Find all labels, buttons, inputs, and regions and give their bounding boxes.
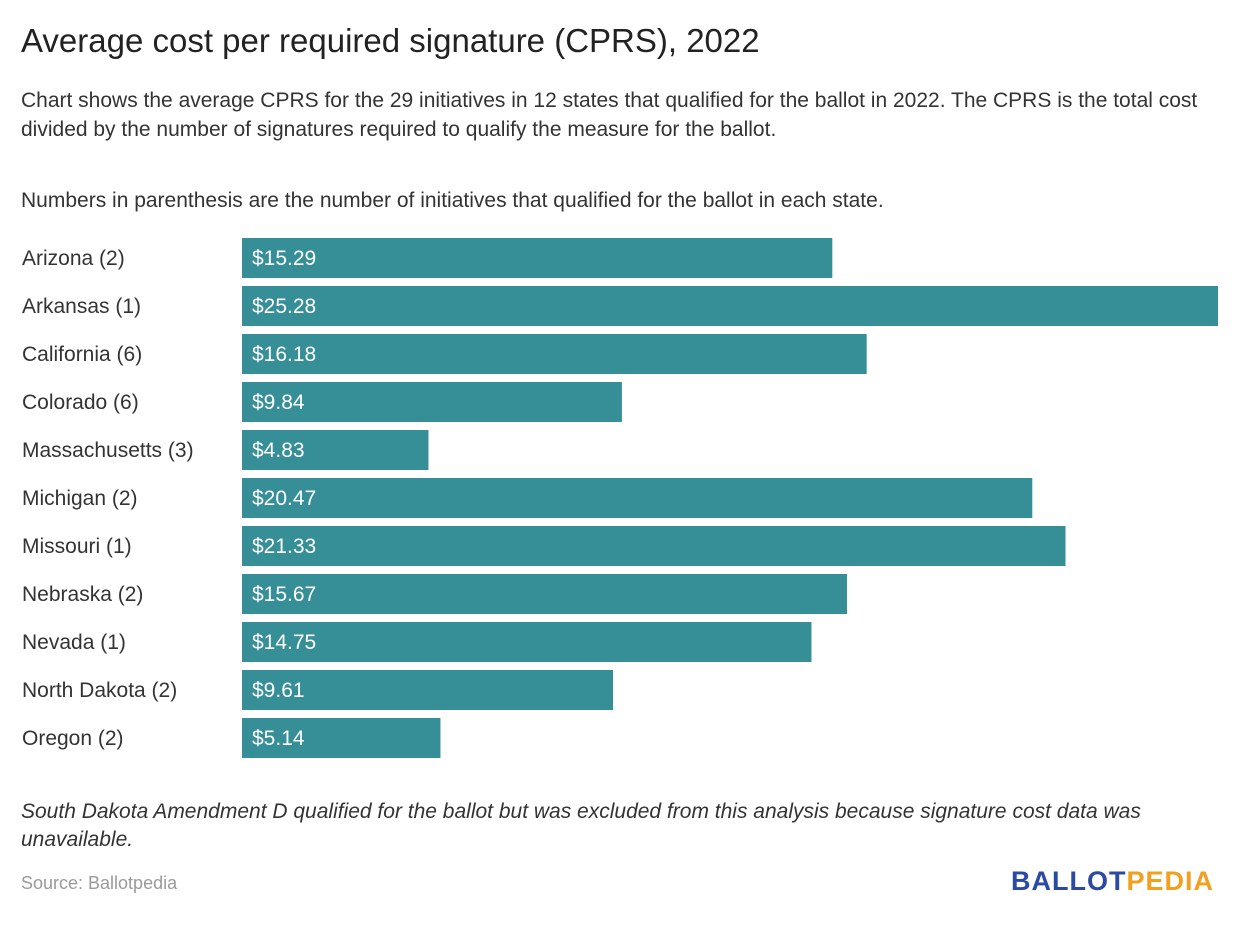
- bar-value-label: $4.83: [252, 439, 305, 462]
- category-label: Nevada (1): [22, 631, 126, 654]
- bar-value-label: $9.84: [252, 391, 305, 414]
- bar-value-label: $15.67: [252, 583, 316, 606]
- ballotpedia-logo: BALLOTPEDIA: [1011, 866, 1214, 897]
- category-label: Massachusetts (3): [22, 439, 194, 462]
- bar: [242, 334, 867, 374]
- bar: [242, 382, 622, 422]
- bar: [242, 718, 441, 758]
- category-label: Colorado (6): [22, 391, 139, 414]
- logo-part-ballot: BALLOT: [1010, 866, 1127, 896]
- chart-note: Numbers in parenthesis are the number of…: [21, 189, 884, 212]
- bar-chart: Arizona (2) $15.29 Arkansas (1) $25.28 Calif…: [22, 238, 1218, 758]
- logo-part-pedia: PEDIA: [1126, 866, 1214, 896]
- bar: [242, 622, 812, 662]
- category-label: North Dakota (2): [22, 679, 177, 702]
- bar-value-label: $14.75: [252, 631, 316, 654]
- bar: [242, 286, 1218, 326]
- chart-footnote: South Dakota Amendment D qualified for t…: [21, 800, 1141, 851]
- source-text: Source: Ballotpedia: [21, 873, 178, 893]
- chart-title: Average cost per required signature (CPR…: [21, 22, 760, 59]
- bar: [242, 478, 1033, 518]
- category-label: California (6): [22, 343, 142, 366]
- bar: [242, 430, 429, 470]
- category-label: Missouri (1): [22, 535, 132, 558]
- category-label: Nebraska (2): [22, 583, 143, 606]
- category-label: Arizona (2): [22, 247, 125, 270]
- chart-description: Chart shows the average CPRS for the 29 …: [21, 89, 1198, 141]
- bar: [242, 238, 833, 278]
- category-label: Michigan (2): [22, 487, 138, 510]
- bar: [242, 526, 1066, 566]
- category-label: Oregon (2): [22, 727, 124, 750]
- bar-value-label: $5.14: [252, 727, 305, 750]
- bar-value-label: $21.33: [252, 535, 316, 558]
- bar: [242, 670, 614, 710]
- bar-value-label: $25.28: [252, 295, 316, 318]
- bar: [242, 574, 847, 614]
- bar-value-label: $9.61: [252, 679, 305, 702]
- bar-value-label: $20.47: [252, 487, 316, 510]
- bar-value-label: $16.18: [252, 343, 316, 366]
- bar-value-label: $15.29: [252, 247, 316, 270]
- category-label: Arkansas (1): [22, 295, 141, 318]
